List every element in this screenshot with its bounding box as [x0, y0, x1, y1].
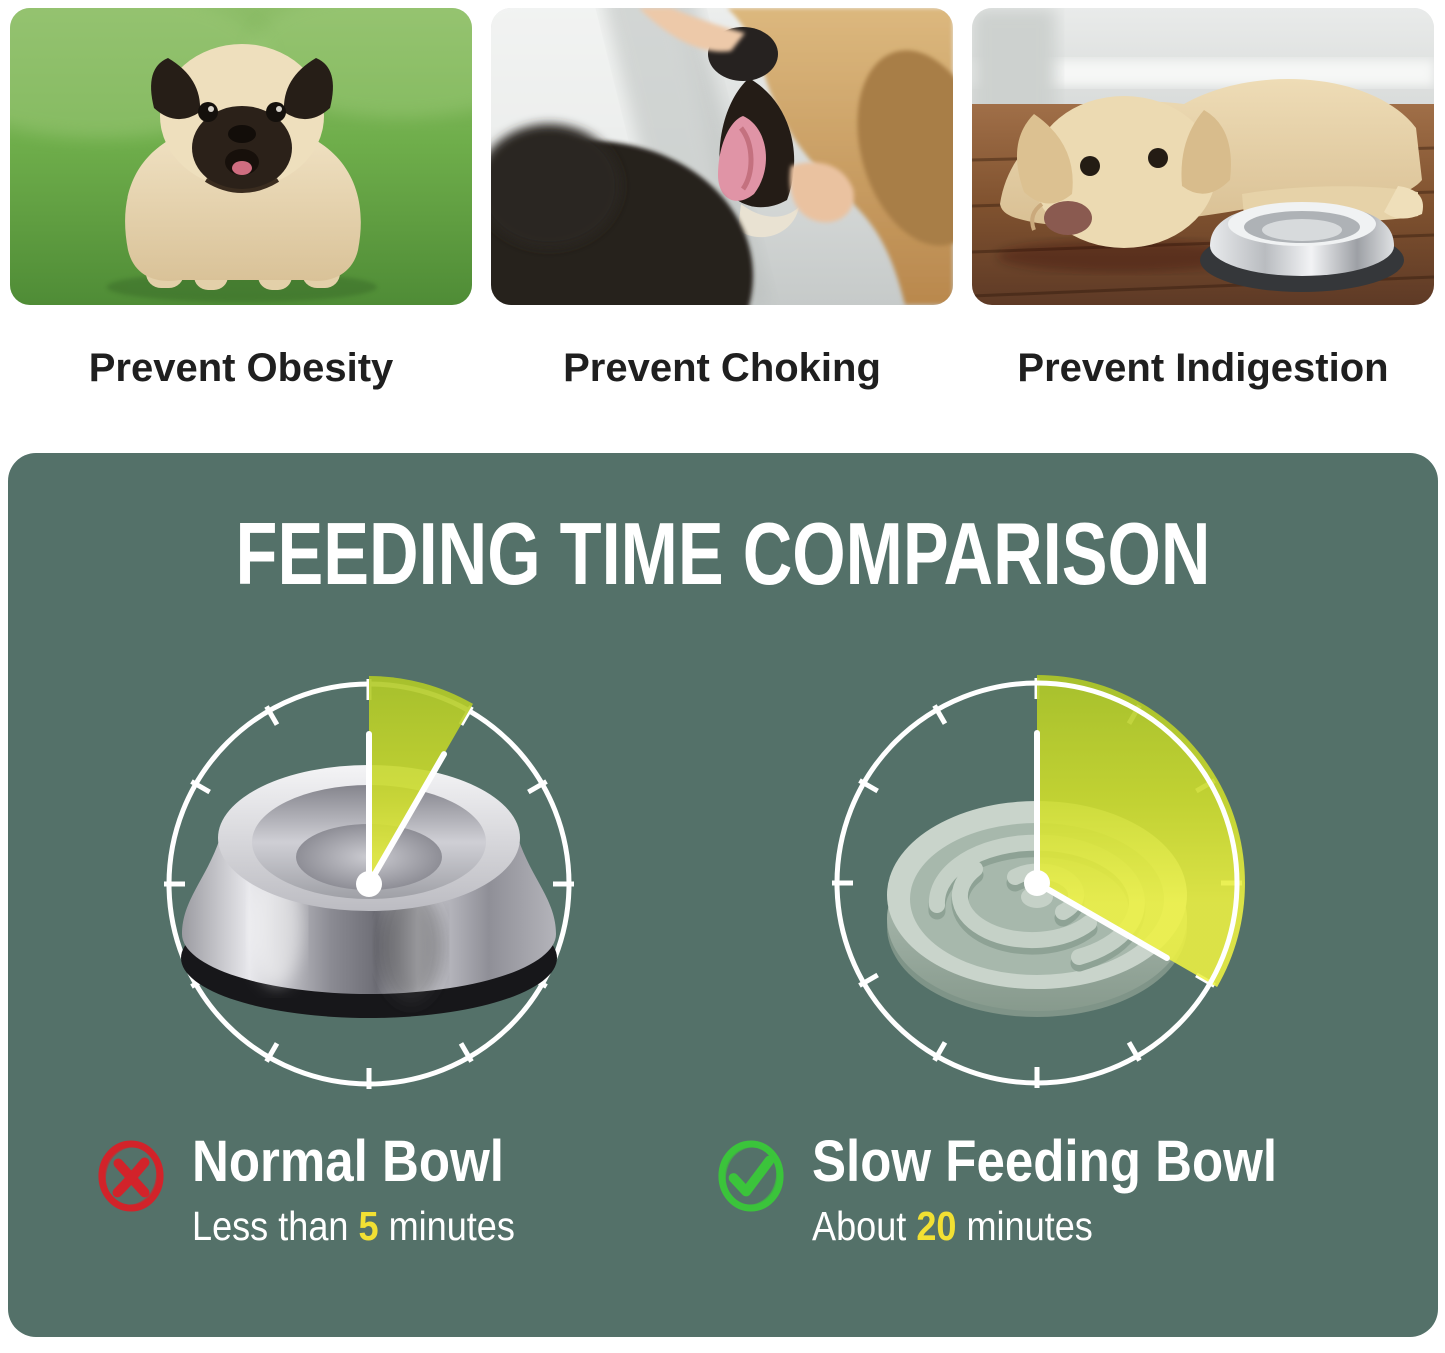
normal-bowl-verdict: Normal Bowl Less than 5 minutes: [96, 1133, 559, 1250]
feeding-time-wedge: [369, 676, 473, 884]
choking-check-photo: [491, 8, 953, 305]
feeding-time-comparison-panel: FEEDING TIME COMPARISON: [8, 453, 1438, 1337]
clock-hands: [356, 731, 447, 897]
normal-bowl-clock: [164, 676, 574, 1089]
slow-feeding-bowl-time: About 20 minutes: [812, 1203, 1277, 1250]
panel-title: FEEDING TIME COMPARISON: [235, 504, 1211, 603]
time-suffix: minutes: [378, 1203, 515, 1249]
clock-hands: [1024, 730, 1170, 961]
x-icon: [98, 1140, 164, 1212]
steel-bowl-small: [1200, 202, 1404, 292]
clock-ring: [834, 680, 1240, 1086]
normal-bowl-time: Less than 5 minutes: [192, 1203, 515, 1250]
benefit-caption-obesity: Prevent Obesity: [88, 346, 394, 390]
slow-feeding-bowl-clock: [832, 675, 1245, 1088]
time-suffix: minutes: [956, 1203, 1093, 1249]
benefit-card-indigestion: [972, 8, 1434, 305]
dog-with-bowl-photo: [972, 8, 1434, 305]
benefit-card-obesity: [10, 8, 472, 305]
feeding-time-wedge: [1037, 675, 1245, 987]
slow-feeding-bowl-label: Slow Feeding Bowl: [812, 1129, 1278, 1194]
time-prefix: Less than: [192, 1203, 359, 1249]
check-icon: [718, 1140, 784, 1212]
slow-feeding-bowl-verdict: Slow Feeding Bowl About 20 minutes: [716, 1133, 1340, 1250]
time-value: 20: [916, 1203, 957, 1249]
benefit-card-choking: [491, 8, 953, 305]
time-value: 5: [358, 1203, 379, 1249]
normal-bowl-label: Normal Bowl: [192, 1129, 504, 1194]
benefit-caption-choking: Prevent Choking: [563, 346, 881, 390]
obese-pug-photo: [10, 8, 472, 305]
benefit-caption-indigestion: Prevent Indigestion: [1017, 346, 1389, 390]
time-prefix: About: [812, 1203, 917, 1249]
